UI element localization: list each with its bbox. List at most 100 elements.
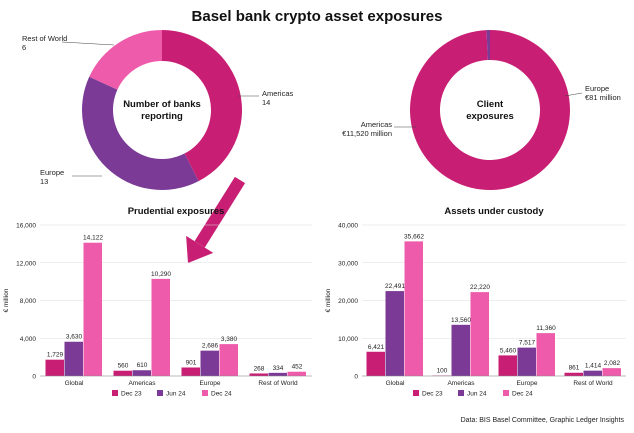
y-tick-label: 8,000 [20,298,37,305]
bar-data-label: 560 [118,363,129,370]
bar-dec-24 [470,292,489,376]
bar-data-label: 100 [437,368,448,375]
bar-data-label: 901 [186,359,197,366]
bar-data-label: 6,421 [368,344,385,351]
bar-dec-24 [83,242,102,376]
legend-swatch [157,390,163,396]
slice-value-label: €81 million [585,93,621,102]
y-tick-label: 20,000 [338,298,358,305]
bar-dec-23 [498,355,517,376]
legend-label: Jun 24 [166,391,186,398]
bar-data-label: 13,560 [451,317,471,324]
bar-data-label: 22,491 [385,283,405,290]
bar-data-label: 3,630 [66,334,83,341]
bar-data-label: 2,082 [604,360,621,367]
bar-data-label: 1,414 [585,363,602,370]
legend-swatch [202,390,208,396]
legend-label: Dec 24 [512,391,533,398]
donut-slice-europe [486,30,490,61]
y-tick-label: 10,000 [338,336,358,343]
leader-line [564,92,583,97]
chart-title: Prudential exposures [128,206,225,217]
x-tick-label: Rest of World [258,380,298,387]
y-tick-label: 16,000 [16,223,36,230]
donut-slice-americas [410,30,570,190]
bar-jun-24 [64,341,83,376]
bar-dec-23 [366,351,385,376]
legend-swatch [503,390,509,396]
bar-jun-24 [268,372,287,376]
bar-dec-24 [151,278,170,376]
bar-data-label: 22,220 [470,284,490,291]
y-tick-label: 4,000 [20,336,37,343]
slice-value-label: 13 [40,177,48,186]
x-tick-label: Europe [517,380,538,387]
x-tick-label: Americas [128,380,156,387]
legend-swatch [413,390,419,396]
slice-label: Americas [262,89,294,98]
bar-data-label: 452 [292,364,303,371]
donut-slice-europe [81,76,199,191]
slice-value-label: €11,520 million [342,129,392,138]
bar-data-label: 268 [254,365,265,372]
bar-dec-23 [113,370,132,376]
legend-label: Dec 23 [422,391,443,398]
y-tick-label: 12,000 [16,260,36,267]
x-tick-label: Global [65,380,84,387]
bar-dec-24 [404,241,423,376]
y-tick-label: 40,000 [338,223,358,230]
donut-center-title: Number of banks [123,99,201,110]
donut-center-title: Client [477,99,504,110]
bar-data-label: 2,686 [202,343,219,350]
bar-dec-23 [249,373,268,376]
x-tick-label: Europe [200,380,221,387]
bar-data-label: 11,360 [536,325,556,332]
bar-data-label: 7,517 [519,340,536,347]
bar-dec-24 [219,344,238,376]
bar-data-label: 861 [569,365,580,372]
legend-label: Dec 24 [211,391,232,398]
page-title: Basel bank crypto asset exposures [191,8,443,25]
bar-jun-24 [132,370,151,376]
bar-jun-24 [385,291,404,376]
x-tick-label: Rest of World [573,380,613,387]
y-tick-label: 30,000 [338,260,358,267]
slice-label: Europe [585,84,609,93]
bar-jun-24 [517,347,536,376]
arrow-shaft [194,176,246,248]
bar-data-label: 35,662 [404,233,424,240]
bar-data-label: 334 [273,365,284,372]
bar-chart-prudential-exposures: Prudential exposures 0 4,000 8,000 12,000 16,… [3,206,312,398]
bar-data-label: 10,290 [151,271,171,278]
bar-dec-23 [45,359,64,376]
bar-data-label: 1,729 [47,352,64,359]
legend-swatch [458,390,464,396]
bar-dec-23 [181,367,200,376]
bar-dec-24 [536,333,555,376]
bar-data-label: 610 [137,362,148,369]
bar-dec-24 [287,371,306,376]
bar-jun-24 [583,370,602,376]
legend-swatch [112,390,118,396]
slice-value-label: 6 [22,43,26,52]
donut-slice-rest-of-world [89,30,162,90]
bar-chart-assets-under-custody: Assets under custody 0 10,000 20,000 30,000 4… [325,206,626,398]
slice-label: Europe [40,168,64,177]
arrow-head [186,235,214,263]
bar-dec-24 [602,368,621,376]
y-axis-label: € million [325,288,332,312]
chart-title: Assets under custody [444,206,544,217]
legend-label: Dec 23 [121,391,142,398]
source-note: Data: BIS Basel Committee, Graphic Ledge… [460,417,624,424]
y-tick-label: 0 [354,374,358,381]
x-tick-label: Americas [447,380,475,387]
bar-data-label: 14,122 [83,235,103,242]
slice-value-label: 14 [262,98,270,107]
slice-label: Americas [361,120,393,129]
bar-data-label: 5,460 [500,347,517,354]
donut-center-title: reporting [141,111,183,122]
x-tick-label: Global [386,380,405,387]
